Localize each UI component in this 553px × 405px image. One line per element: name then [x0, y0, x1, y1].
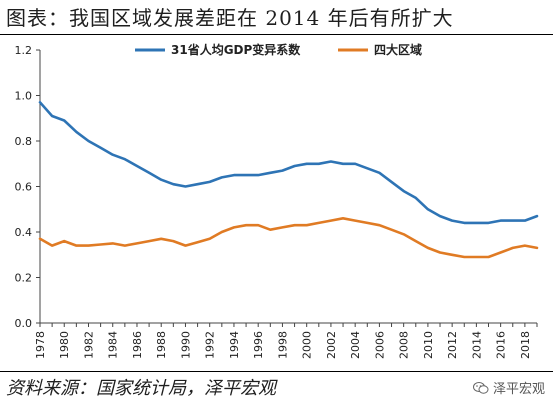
y-tick-label: 0.4: [15, 226, 33, 239]
chart-lines: [38, 101, 539, 259]
x-tick-label: 2008: [398, 331, 411, 359]
x-tick-label: 1996: [252, 331, 265, 359]
chart-title: 图表：我国区域发展差距在 2014 年后有所扩大: [6, 6, 454, 30]
x-tick-label: 2018: [519, 331, 532, 359]
x-tick-label: 2016: [495, 331, 508, 359]
y-tick-label: 0.6: [15, 181, 33, 194]
series-line-1: [38, 217, 539, 259]
x-tick-label: 2010: [422, 331, 435, 359]
x-tick-label: 1990: [179, 331, 192, 359]
y-tick-label: 0.2: [15, 272, 33, 285]
x-tick-label: 1986: [131, 331, 144, 359]
x-tick-label: 2004: [349, 331, 362, 359]
y-tick-label: 1.2: [15, 44, 33, 57]
x-tick-label: 1998: [276, 331, 289, 359]
watermark-text: 泽平宏观: [492, 382, 545, 397]
x-tick-label: 2000: [301, 331, 314, 359]
x-tick-label: 1978: [34, 331, 47, 359]
series-line-0: [38, 101, 539, 225]
x-tick-label: 1980: [58, 331, 71, 359]
y-tick-label: 0.0: [15, 317, 33, 330]
x-tick-label: 2014: [470, 331, 483, 359]
x-tick-label: 1984: [107, 331, 120, 359]
source-divider: [0, 371, 553, 372]
x-tick-label: 1994: [228, 331, 241, 359]
x-tick-label: 2006: [373, 331, 386, 359]
legend-label-0: 31省人均GDP变异系数: [171, 42, 301, 57]
legend-label-1: 四大区域: [374, 42, 422, 57]
source-note: 资料来源：国家统计局，泽平宏观: [6, 378, 276, 399]
watermark: 泽平宏观: [472, 378, 545, 397]
y-tick-label: 0.8: [15, 135, 33, 148]
chart-axes: 0.0 0.2 0.4 0.6 0.8 1.0 1.2 1978 1980 1982 1984 198…: [15, 44, 538, 359]
wechat-icon: [472, 381, 489, 394]
title-divider: [0, 34, 553, 35]
chart-legend: 31省人均GDP变异系数 四大区域: [135, 42, 422, 57]
x-tick-label: 1992: [204, 331, 217, 359]
x-tick-label: 2002: [325, 331, 338, 359]
x-tick-label: 2012: [446, 331, 459, 359]
x-tick-label: 1988: [155, 331, 168, 359]
y-tick-label: 1.0: [15, 90, 33, 103]
x-tick-label: 1982: [82, 331, 95, 359]
line-chart: 0.0 0.2 0.4 0.6 0.8 1.0 1.2 1978 1980 1982 1984 198…: [15, 42, 539, 359]
